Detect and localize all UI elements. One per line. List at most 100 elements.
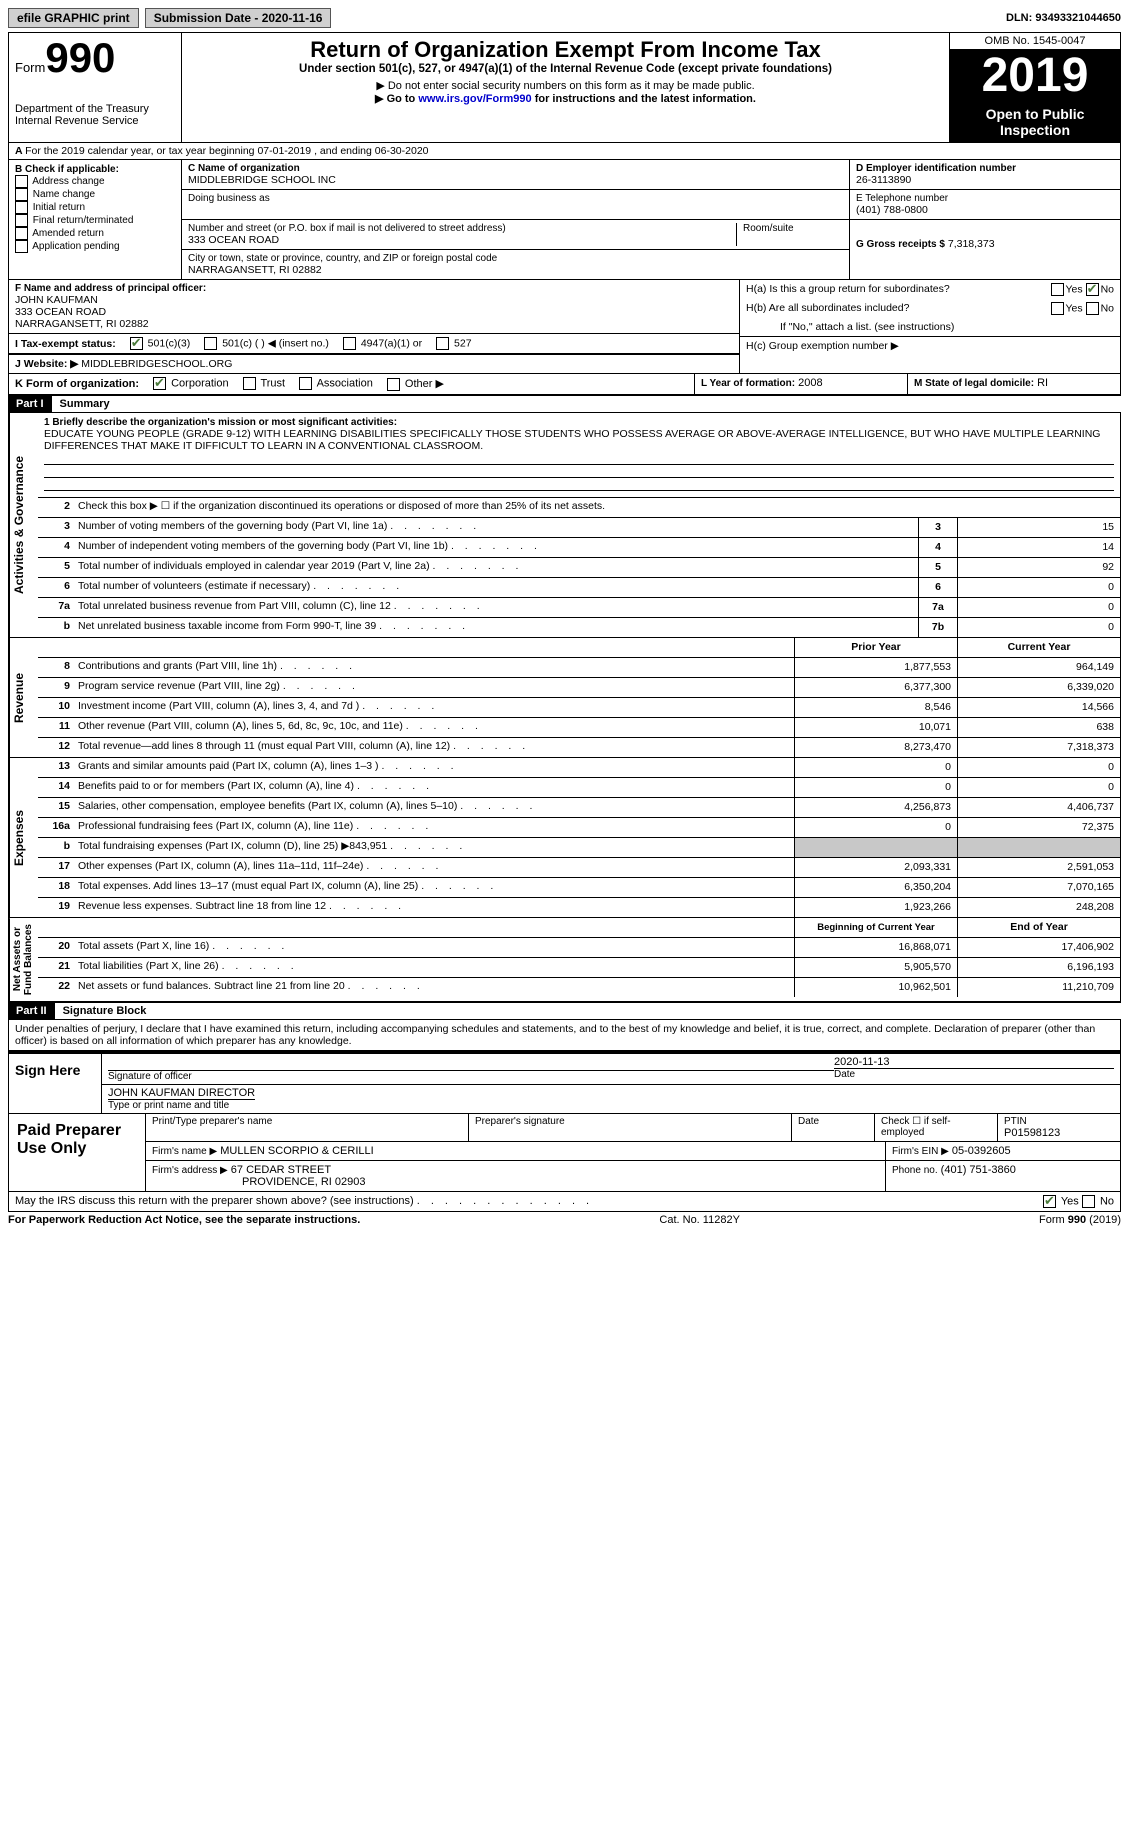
ha-label: H(a) Is this a group return for subordin…	[746, 283, 950, 296]
open-public: Open to Public Inspection	[950, 102, 1120, 142]
na-current-header: End of Year	[957, 918, 1120, 937]
i-1: 501(c) ( ) ◀ (insert no.)	[222, 337, 329, 349]
gross-receipts: 7,318,373	[948, 238, 995, 250]
b-1: Name change	[33, 189, 95, 200]
vlabel-exp: Expenses	[9, 758, 38, 917]
checkbox-ha-no[interactable]	[1086, 283, 1099, 296]
checkbox-501c3[interactable]	[130, 337, 143, 350]
ha-yes: Yes	[1066, 283, 1083, 295]
submission-button[interactable]: Submission Date - 2020-11-16	[145, 8, 332, 28]
footer: For Paperwork Reduction Act Notice, see …	[8, 1212, 1121, 1226]
checkbox-pending[interactable]	[15, 240, 28, 253]
k-2: Association	[317, 378, 373, 390]
k-1: Trust	[260, 378, 285, 390]
checkbox-527[interactable]	[436, 337, 449, 350]
form-header: Form990 Department of the Treasury Inter…	[8, 32, 1121, 143]
footer-990: 990	[1068, 1214, 1086, 1226]
ein: 26-3113890	[856, 174, 1114, 186]
checkbox-address[interactable]	[15, 175, 28, 188]
table-row: 16aProfessional fundraising fees (Part I…	[38, 818, 1120, 838]
b-5: Application pending	[32, 241, 119, 252]
dln-text: DLN: 93493321044650	[1006, 12, 1121, 24]
k-l-m-row: K Form of organization: Corporation Trus…	[8, 374, 1121, 395]
checkbox-other[interactable]	[387, 378, 400, 391]
discuss-row: May the IRS discuss this return with the…	[8, 1192, 1121, 1212]
checkbox-amended[interactable]	[15, 227, 28, 240]
table-row: 14Benefits paid to or for members (Part …	[38, 778, 1120, 798]
officer-name: JOHN KAUFMAN	[15, 294, 733, 306]
vlabel-gov: Activities & Governance	[9, 413, 38, 637]
section-a: B Check if applicable: Address change Na…	[8, 160, 1121, 280]
tax-year: 2019	[950, 50, 1120, 102]
m-value: RI	[1037, 377, 1048, 389]
checkbox-discuss-yes[interactable]	[1043, 1195, 1056, 1208]
checkbox-corp[interactable]	[153, 377, 166, 390]
firm-ein: 05-0392605	[952, 1145, 1011, 1157]
dba-label: Doing business as	[188, 193, 843, 204]
checkbox-hb-no[interactable]	[1086, 302, 1099, 315]
form-title: Return of Organization Exempt From Incom…	[188, 37, 943, 63]
checkbox-ha-yes[interactable]	[1051, 283, 1064, 296]
checkbox-initial[interactable]	[15, 201, 28, 214]
checkbox-final[interactable]	[15, 214, 28, 227]
room-label: Room/suite	[743, 223, 843, 234]
hb-label: H(b) Are all subordinates included?	[746, 302, 909, 315]
table-row: 13Grants and similar amounts paid (Part …	[38, 758, 1120, 778]
p-h5: PTIN	[1004, 1116, 1114, 1127]
irs-link[interactable]: www.irs.gov/Form990	[418, 93, 531, 105]
signer-name: JOHN KAUFMAN DIRECTOR	[108, 1087, 255, 1100]
table-row: 18Total expenses. Add lines 13–17 (must …	[38, 878, 1120, 898]
efile-button[interactable]: efile GRAPHIC print	[8, 8, 139, 28]
part1-label: Part I	[8, 396, 52, 412]
d-label: D Employer identification number	[856, 163, 1114, 174]
vlabel-na: Net Assets or Fund Balances	[9, 918, 38, 1001]
checkbox-assoc[interactable]	[299, 377, 312, 390]
hb-yes: Yes	[1066, 302, 1083, 314]
preparer-block: Paid Preparer Use Only Print/Type prepar…	[8, 1114, 1121, 1192]
hb-no: No	[1101, 302, 1114, 314]
current-year-header: Current Year	[957, 638, 1120, 657]
col-c: C Name of organization MIDDLEBRIDGE SCHO…	[182, 160, 849, 279]
part2-label: Part II	[8, 1003, 55, 1019]
i-0: 501(c)(3)	[148, 337, 191, 349]
p-h3: Date	[798, 1116, 868, 1127]
b-title: B Check if applicable:	[15, 164, 175, 175]
checkbox-discuss-no[interactable]	[1082, 1195, 1095, 1208]
checkbox-501c[interactable]	[204, 337, 217, 350]
mission-label: 1 Briefly describe the organization's mi…	[44, 417, 1114, 428]
table-row: 8Contributions and grants (Part VIII, li…	[38, 658, 1120, 678]
name-label: Type or print name and title	[108, 1100, 1114, 1111]
table-row: 17Other expenses (Part IX, column (A), l…	[38, 858, 1120, 878]
part1-title: Summary	[52, 398, 110, 410]
checkbox-hb-yes[interactable]	[1051, 302, 1064, 315]
checkbox-name[interactable]	[15, 188, 28, 201]
checkbox-4947[interactable]	[343, 337, 356, 350]
part2-title: Signature Block	[55, 1005, 147, 1017]
street-label: Number and street (or P.O. box if mail i…	[188, 223, 736, 234]
form-number: 990	[45, 34, 115, 81]
note-2: ▶ Go to www.irs.gov/Form990 for instruct…	[188, 92, 943, 105]
col-b: B Check if applicable: Address change Na…	[9, 160, 182, 279]
p-h1: Print/Type preparer's name	[152, 1116, 462, 1127]
note-1: ▶ Do not enter social security numbers o…	[188, 79, 943, 92]
discuss-no: No	[1100, 1195, 1114, 1207]
footer-right: Form 990 (2019)	[1039, 1214, 1121, 1226]
firm-label: Firm's name ▶	[152, 1146, 217, 1157]
p-h4: Check ☐ if self-employed	[875, 1114, 998, 1141]
preparer-title: Paid Preparer Use Only	[9, 1114, 146, 1191]
l-label: L Year of formation:	[701, 378, 795, 389]
b-4: Amended return	[32, 228, 104, 239]
addr-label: Firm's address ▶	[152, 1165, 228, 1176]
col-right: D Employer identification number 26-3113…	[849, 160, 1120, 279]
note2-pre: ▶ Go to	[375, 93, 418, 105]
note2-post: for instructions and the latest informat…	[532, 93, 756, 105]
checkbox-trust[interactable]	[243, 377, 256, 390]
k-label: K Form of organization:	[15, 378, 139, 390]
a-line-text: For the 2019 calendar year, or tax year …	[25, 145, 428, 157]
gov-row-l7a: 7aTotal unrelated business revenue from …	[38, 598, 1120, 618]
gov-row-l7b: bNet unrelated business taxable income f…	[38, 618, 1120, 637]
phone-label: Phone no.	[892, 1165, 938, 1176]
vlabel-rev: Revenue	[9, 638, 38, 757]
website: MIDDLEBRIDGESCHOOL.ORG	[81, 358, 232, 370]
part1-bar: Part I Summary	[8, 395, 1121, 413]
